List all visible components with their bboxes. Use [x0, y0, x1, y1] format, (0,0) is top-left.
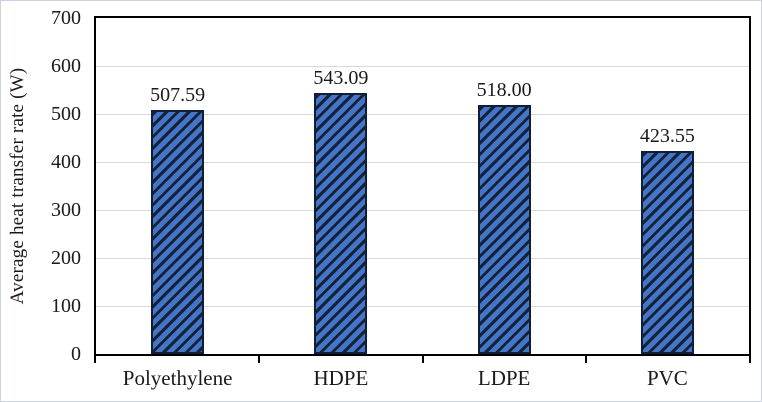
x-tick-mark-3 — [585, 356, 588, 363]
y-axis-title: Average heat transfer rate (W) — [7, 67, 28, 305]
bar-value-label-hdpe: 543.09 — [313, 67, 369, 90]
gridline-100 — [96, 306, 749, 307]
x-category-label-polyethylene: Polyethylene — [122, 366, 233, 390]
y-tick-label-400: 400 — [51, 151, 81, 173]
plot-area — [94, 16, 751, 356]
x-category-label-hdpe: HDPE — [313, 366, 369, 390]
y-tick-label-500: 500 — [51, 103, 81, 125]
y-tick-label-300: 300 — [51, 199, 81, 221]
bar-ldpe — [477, 105, 531, 354]
x-tick-mark-1 — [257, 356, 260, 363]
y-tick-label-700: 700 — [51, 7, 81, 29]
y-tick-label-200: 200 — [51, 247, 81, 269]
gridline-200 — [96, 258, 749, 259]
x-tick-mark-2 — [421, 356, 424, 363]
bar-pvc — [640, 150, 694, 354]
bar-polyethylene — [151, 110, 205, 354]
bar-hdpe — [314, 93, 368, 354]
gridline-300 — [96, 210, 749, 211]
x-category-label-ldpe: LDPE — [477, 366, 531, 390]
y-tick-label-100: 100 — [51, 295, 81, 317]
bar-value-label-pvc: 423.55 — [639, 124, 695, 147]
gridline-600 — [96, 66, 749, 67]
y-tick-label-600: 600 — [51, 55, 81, 77]
gridline-400 — [96, 162, 749, 163]
x-tick-mark-0 — [94, 356, 96, 363]
y-tick-label-0: 0 — [71, 343, 81, 365]
bar-value-label-ldpe: 518.00 — [476, 79, 532, 102]
bar-value-label-polyethylene: 507.59 — [150, 84, 206, 107]
x-tick-mark-4 — [749, 356, 751, 363]
x-category-label-pvc: PVC — [646, 366, 688, 390]
gridline-500 — [96, 114, 749, 115]
